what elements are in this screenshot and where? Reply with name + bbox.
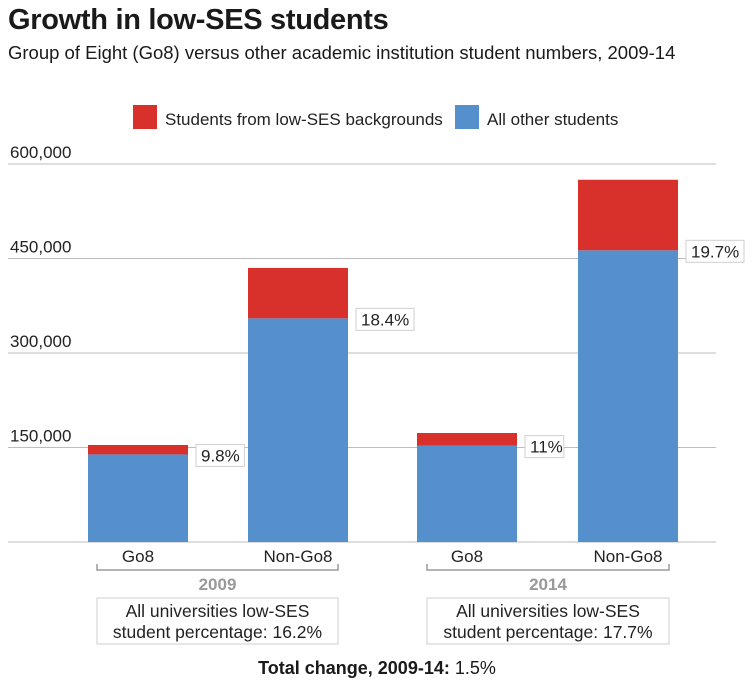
bar-percentage-label: 11% <box>530 438 563 457</box>
bar-percentage-box <box>195 443 245 467</box>
bar-all-other-students <box>88 454 188 542</box>
bar-percentage-label: 9.8% <box>201 446 240 465</box>
bar-percentage-box <box>685 239 745 263</box>
bar-percentage-box <box>355 307 415 331</box>
bar-low-ses-students <box>417 433 517 446</box>
legend-label-low-ses: Students from low-SES backgrounds <box>165 110 443 129</box>
group-bracket <box>426 564 670 571</box>
x-category-label: Go8 <box>122 547 154 566</box>
bar-percentage-label: 18.4% <box>361 310 409 329</box>
group-note-line2: student percentage: 17.7% <box>443 622 652 642</box>
total-change: Total change, 2009-14: 1.5% <box>0 658 754 679</box>
y-tick-label: 150,000 <box>10 427 71 446</box>
group-year-label: 2009 <box>199 575 237 594</box>
bar-low-ses-students <box>248 267 348 319</box>
total-change-value: 1.5% <box>449 658 496 678</box>
group-note-line1: All universities low-SES <box>126 601 310 621</box>
group-note-box <box>426 597 670 645</box>
bar-all-other-students <box>578 250 678 542</box>
y-tick-label: 450,000 <box>10 238 71 257</box>
bar-all-other-students <box>417 445 517 542</box>
group-note-line1: All universities low-SES <box>456 601 640 621</box>
legend-swatch-other <box>455 105 479 129</box>
group-note-box <box>96 597 339 645</box>
y-tick-label: 300,000 <box>10 332 71 351</box>
group-year-label: 2014 <box>529 575 567 594</box>
chart-subtitle: Group of Eight (Go8) versus other academ… <box>8 42 676 63</box>
group-note-line2: student percentage: 16.2% <box>113 622 322 642</box>
total-change-label: Total change, 2009-14: <box>258 658 450 678</box>
chart-title: Growth in low-SES students <box>8 4 389 36</box>
x-category-label: Non-Go8 <box>264 547 333 566</box>
bar-all-other-students <box>248 318 348 542</box>
x-category-label: Go8 <box>451 547 483 566</box>
bar-percentage-label: 19.7% <box>691 242 739 261</box>
legend-swatch-low-ses <box>133 105 157 129</box>
legend-label-other: All other students <box>487 110 618 129</box>
bar-percentage-box <box>524 435 565 459</box>
x-category-label: Non-Go8 <box>594 547 663 566</box>
bar-low-ses-students <box>578 179 678 251</box>
bar-low-ses-students <box>88 444 188 455</box>
y-tick-label: 600,000 <box>10 143 71 162</box>
group-bracket <box>96 564 339 571</box>
